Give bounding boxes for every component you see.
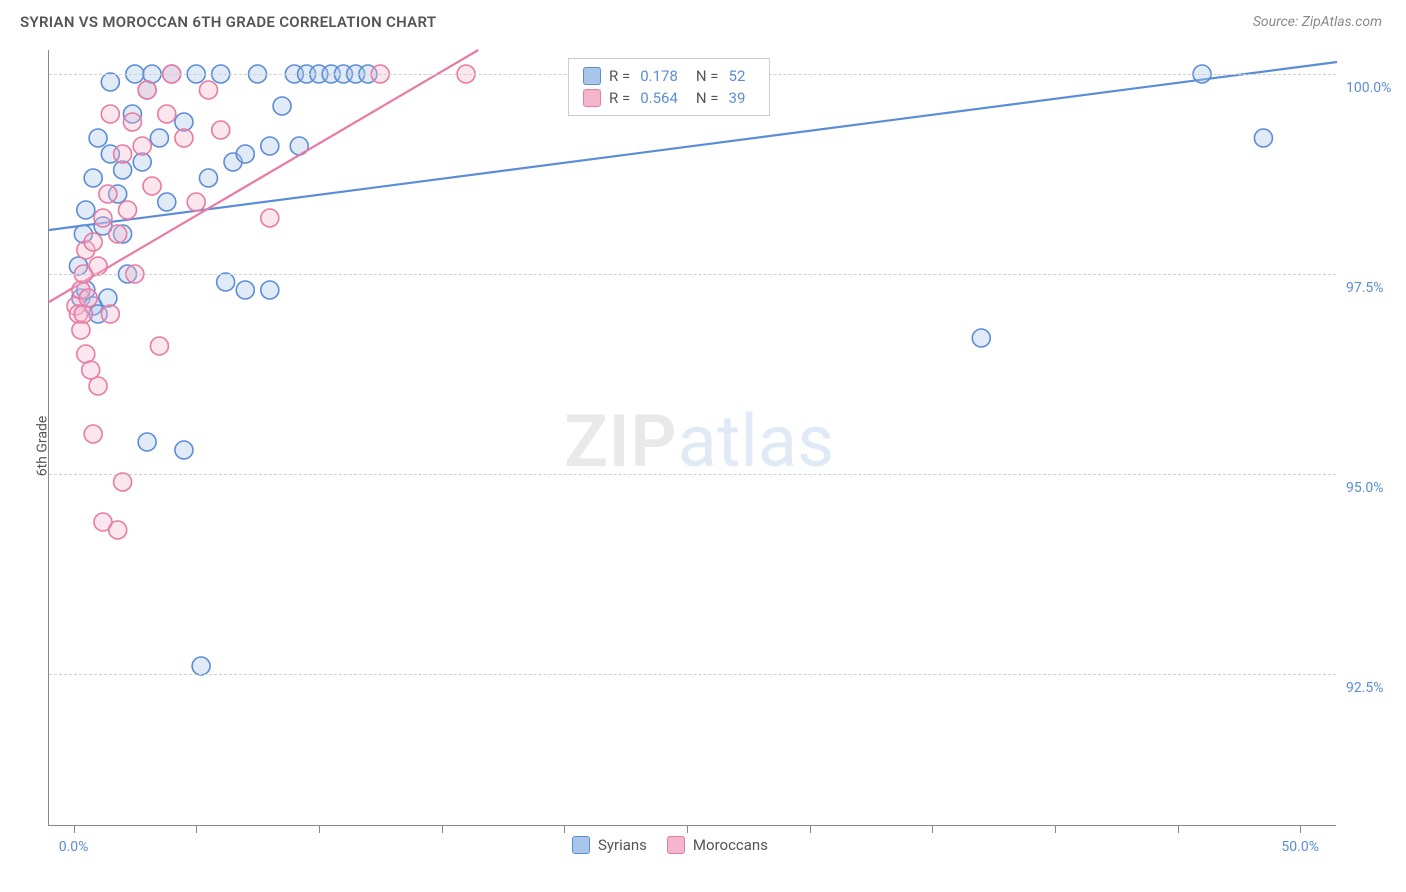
grid-line: [49, 674, 1336, 675]
x-tick: [319, 825, 320, 833]
data-point: [236, 145, 254, 163]
x-tick: [687, 825, 688, 833]
legend-swatch: [583, 67, 601, 85]
data-point: [150, 337, 168, 355]
data-point: [972, 329, 990, 347]
chart-title: SYRIAN VS MOROCCAN 6TH GRADE CORRELATION…: [20, 13, 436, 31]
legend-n-value: 52: [729, 67, 746, 85]
chart-header: SYRIAN VS MOROCCAN 6TH GRADE CORRELATION…: [0, 0, 1406, 44]
chart-container: SYRIAN VS MOROCCAN 6TH GRADE CORRELATION…: [0, 0, 1406, 892]
data-point: [187, 193, 205, 211]
x-tick: [1178, 825, 1179, 833]
x-tick: [1300, 825, 1301, 833]
x-tick-label: 0.0%: [59, 839, 89, 855]
data-point: [109, 225, 127, 243]
data-point: [89, 377, 107, 395]
legend-n-label: N =: [696, 89, 719, 107]
x-tick: [196, 825, 197, 833]
x-tick: [74, 825, 75, 833]
legend-n-value: 39: [729, 89, 746, 107]
data-point: [199, 81, 217, 99]
y-tick-label: 97.5%: [1346, 280, 1406, 296]
data-point: [99, 289, 117, 307]
data-point: [109, 521, 127, 539]
data-point: [217, 273, 235, 291]
data-point: [101, 73, 119, 91]
data-point: [79, 289, 97, 307]
data-point: [138, 81, 156, 99]
data-point: [175, 441, 193, 459]
data-point: [89, 257, 107, 275]
series-legend: Syrians Moroccans: [572, 836, 768, 854]
data-point: [158, 105, 176, 123]
data-point: [77, 201, 95, 219]
data-point: [101, 305, 119, 323]
data-point: [84, 233, 102, 251]
legend-r-value: 0.564: [640, 89, 678, 107]
y-tick-label: 95.0%: [1346, 480, 1406, 496]
legend-swatch: [583, 89, 601, 107]
data-point: [89, 129, 107, 147]
y-tick-label: 100.0%: [1346, 80, 1406, 96]
data-point: [192, 657, 210, 675]
series-legend-item: Moroccans: [667, 836, 768, 854]
x-tick: [442, 825, 443, 833]
series-name: Moroccans: [693, 836, 768, 854]
series-name: Syrians: [598, 836, 647, 854]
data-point: [150, 129, 168, 147]
data-point: [133, 137, 151, 155]
data-point: [72, 321, 90, 339]
legend-row: R = 0.564 N = 39: [583, 87, 755, 109]
data-point: [199, 169, 217, 187]
plot-svg: [49, 50, 1337, 826]
grid-line: [49, 474, 1336, 475]
data-point: [175, 129, 193, 147]
data-point: [84, 425, 102, 443]
y-axis-label: 6th Grade: [34, 416, 50, 477]
data-point: [101, 105, 119, 123]
legend-swatch: [667, 836, 685, 854]
data-point: [236, 281, 254, 299]
data-point: [1254, 129, 1272, 147]
series-legend-item: Syrians: [572, 836, 647, 854]
y-tick-label: 92.5%: [1346, 680, 1406, 696]
data-point: [158, 193, 176, 211]
data-point: [143, 177, 161, 195]
x-tick-label: 50.0%: [1281, 839, 1319, 855]
x-tick: [1055, 825, 1056, 833]
data-point: [84, 169, 102, 187]
data-point: [261, 209, 279, 227]
data-point: [114, 473, 132, 491]
legend-r-label: R =: [609, 67, 630, 85]
source-attribution: Source: ZipAtlas.com: [1253, 14, 1382, 30]
legend-r-value: 0.178: [640, 67, 678, 85]
x-tick: [564, 825, 565, 833]
grid-line: [49, 274, 1336, 275]
legend-n-label: N =: [696, 67, 719, 85]
data-point: [273, 97, 291, 115]
data-point: [119, 201, 137, 219]
legend-row: R = 0.178 N = 52: [583, 65, 755, 87]
data-point: [261, 137, 279, 155]
correlation-legend-box: R = 0.178 N = 52 R = 0.564 N = 39: [568, 58, 770, 116]
data-point: [99, 185, 117, 203]
data-point: [261, 281, 279, 299]
legend-swatch: [572, 836, 590, 854]
x-tick: [932, 825, 933, 833]
data-point: [114, 145, 132, 163]
data-point: [123, 113, 141, 131]
x-tick: [810, 825, 811, 833]
data-point: [94, 209, 112, 227]
plot-area: ZIPatlas 92.5%95.0%97.5%100.0%0.0%50.0%: [48, 50, 1336, 826]
data-point: [138, 433, 156, 451]
data-point: [212, 121, 230, 139]
legend-r-label: R =: [609, 89, 630, 107]
